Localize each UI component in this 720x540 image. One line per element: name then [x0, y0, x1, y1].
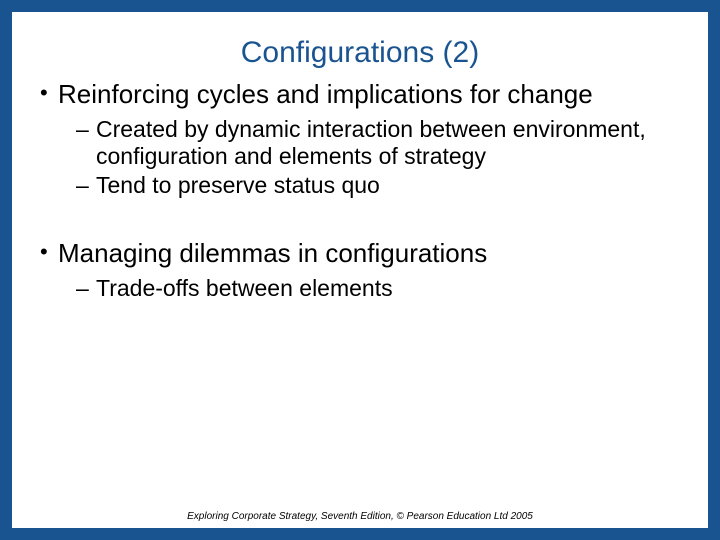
bullet-level2: Trade-offs between elements	[36, 275, 678, 302]
spacer	[36, 201, 678, 239]
bullet-level2: Tend to preserve status quo	[36, 172, 678, 199]
slide-container: Configurations (2) Reinforcing cycles an…	[12, 12, 708, 528]
slide-content: Reinforcing cycles and implications for …	[12, 80, 708, 302]
bullet-level2: Created by dynamic interaction between e…	[36, 116, 678, 170]
slide-title: Configurations (2)	[12, 12, 708, 80]
bullet-level1: Reinforcing cycles and implications for …	[36, 80, 678, 110]
slide-footer: Exploring Corporate Strategy, Seventh Ed…	[12, 511, 708, 522]
bullet-level1: Managing dilemmas in configurations	[36, 239, 678, 269]
